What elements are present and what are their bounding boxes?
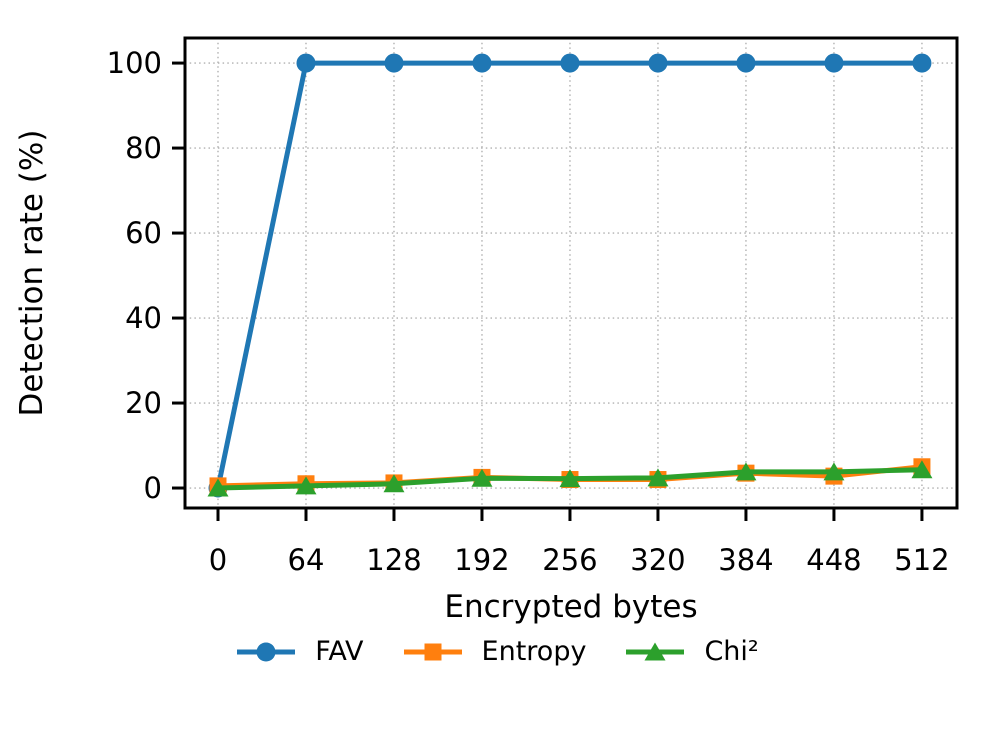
y-tick-label: 60: [125, 216, 162, 250]
data-point-circle-marker: [384, 53, 404, 73]
x-tick-label: 448: [806, 543, 861, 577]
data-point-triangle-marker: [735, 462, 757, 481]
x-tick-label: 320: [630, 543, 685, 577]
axis-ticks: [172, 61, 924, 521]
data-point-circle-marker: [648, 53, 668, 73]
grid-lines: [185, 38, 957, 508]
data-point-triangle-marker: [295, 476, 317, 495]
data-point-circle-marker: [472, 53, 492, 73]
legend-label: FAV: [315, 636, 364, 667]
axes-spines: [183, 36, 959, 510]
legend-triangle-marker: [644, 642, 666, 660]
data-point-circle-marker: [824, 53, 844, 73]
x-tick-label: 128: [366, 543, 421, 577]
tick-labels: 0 64 128 192 256 320 384 448 512 0 20 40 60 80 100: [107, 46, 950, 577]
data-point-triangle-marker: [383, 474, 405, 493]
x-tick-label: 256: [542, 543, 597, 577]
y-tick-label: 0: [144, 471, 162, 505]
y-tick-label: 100: [107, 46, 162, 80]
data-point-circle-marker: [912, 53, 932, 73]
y-tick-label: 20: [125, 386, 162, 420]
x-axis-label: Encrypted bytes: [444, 589, 698, 625]
data-point-circle-marker: [560, 53, 580, 73]
x-tick-label: 384: [718, 543, 773, 577]
y-tick-label: 40: [125, 301, 162, 335]
series-fav: [208, 53, 932, 498]
legend-square-marker: [424, 643, 442, 660]
series-chi: [207, 460, 933, 497]
legend: FAV Entropy Chi²: [0, 636, 996, 667]
data-point-triangle-marker: [911, 460, 933, 479]
legend-item-chi: Chi²: [626, 636, 759, 667]
legend-triangle-up-icon: [626, 642, 685, 660]
legend-square-icon: [403, 643, 462, 660]
data-point-triangle-marker: [207, 478, 229, 497]
legend-label: Chi²: [704, 636, 759, 667]
data-point-triangle-marker: [471, 468, 493, 487]
data-point-circle-marker: [296, 53, 316, 73]
x-tick-label: 64: [288, 543, 325, 577]
x-tick-label: 512: [894, 543, 949, 577]
legend-label: Entropy: [481, 636, 587, 667]
legend-item-entropy: Entropy: [403, 636, 587, 667]
legend-circle-marker: [256, 642, 276, 661]
y-tick-label: 80: [125, 131, 162, 165]
data-point-triangle-marker: [647, 468, 669, 487]
x-tick-label: 0: [209, 543, 227, 577]
data-point-circle-marker: [736, 53, 756, 73]
data-point-triangle-marker: [823, 462, 845, 481]
data-point-triangle-marker: [559, 469, 581, 488]
y-axis-label-text: Detection rate (%): [14, 129, 50, 417]
legend-item-fav: FAV: [237, 636, 364, 667]
legend-circle-icon: [237, 642, 296, 661]
x-tick-label: 192: [454, 543, 509, 577]
